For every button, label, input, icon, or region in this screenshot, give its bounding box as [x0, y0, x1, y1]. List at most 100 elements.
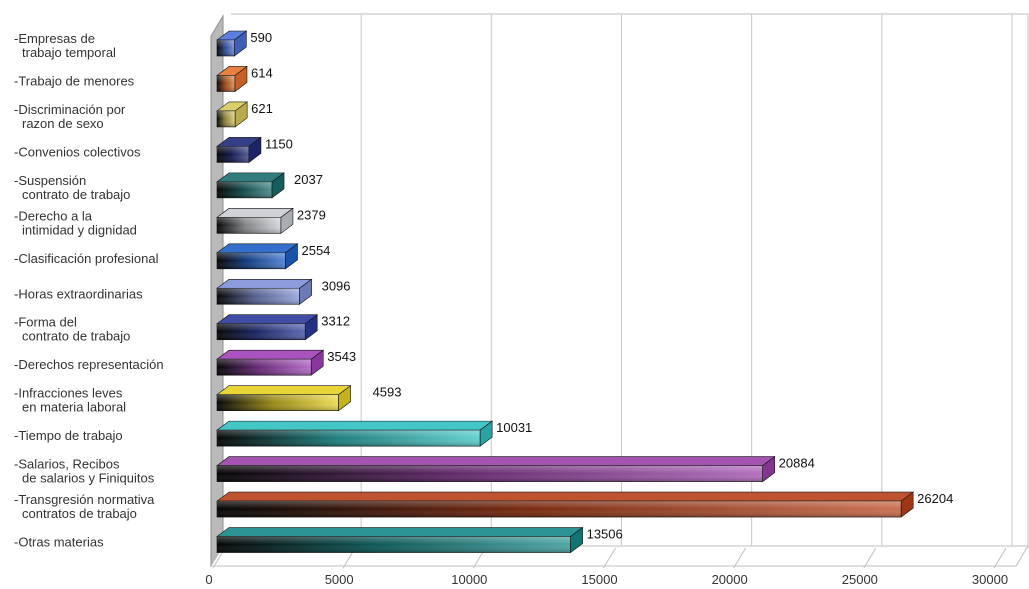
category-label: razon de sexo [22, 116, 104, 131]
category-label: -Derechos representación [14, 357, 164, 372]
value-label: 2037 [294, 172, 323, 187]
category-label: -Empresas de [14, 31, 95, 46]
bar-end [310, 349, 324, 376]
x-axis-ticks: 0 5000 10000 15000 20000 25000 30000 [205, 572, 1008, 587]
bar-end [762, 456, 775, 483]
bar-top [216, 349, 325, 360]
value-label: 3096 [322, 278, 351, 293]
category-label: -Trabajo de menores [14, 73, 135, 88]
bar-top [216, 278, 313, 289]
x-tick-label: 15000 [581, 572, 617, 587]
bar [216, 420, 494, 447]
bar-sheen [217, 110, 236, 127]
value-label: 10031 [496, 420, 532, 435]
bar-end [234, 65, 248, 93]
x-tick-label: 25000 [842, 572, 878, 587]
bar-top [216, 420, 494, 431]
bar-end [234, 101, 248, 128]
bar-end [338, 385, 351, 412]
bar-end [234, 30, 247, 57]
bar [216, 278, 313, 305]
bar [216, 243, 299, 270]
bar-top [216, 208, 294, 218]
bar [216, 136, 262, 163]
bar-top [216, 385, 352, 395]
bar [216, 30, 248, 57]
bar-sheen [217, 323, 306, 340]
tick-mark [993, 547, 1007, 569]
bar-top [216, 314, 319, 325]
bar-sheen [217, 501, 902, 518]
category-label: -Forma del [14, 315, 77, 330]
bar [216, 491, 915, 518]
value-label: 621 [251, 101, 273, 116]
x-tick-label: 20000 [712, 572, 748, 587]
bar-sheen [217, 536, 571, 553]
category-label: -Suspensión [14, 173, 86, 188]
bar [216, 385, 352, 412]
category-label: en materia laboral [22, 400, 126, 415]
category-label: contrato de trabajo [22, 329, 130, 344]
bar [216, 526, 584, 554]
value-label: 2379 [297, 207, 326, 222]
category-label: -Derecho a la [14, 208, 93, 223]
bar-sheen [217, 465, 763, 482]
bar [216, 65, 248, 93]
value-label: 4593 [373, 385, 402, 400]
category-label: -Otras materias [14, 535, 104, 550]
bar-sheen [217, 430, 481, 447]
category-label: -Clasificación profesional [14, 251, 159, 266]
bar [216, 101, 249, 128]
x-tick-label: 30000 [972, 572, 1008, 587]
value-label: 20884 [779, 456, 815, 471]
value-label: 26204 [917, 491, 953, 506]
bar [216, 349, 325, 376]
bar-sheen [217, 217, 281, 234]
value-label: 3312 [321, 314, 350, 329]
bar-end [271, 172, 285, 199]
bar-end [570, 526, 583, 554]
bar-end [479, 420, 493, 447]
bar-top [216, 243, 299, 254]
category-label: -Horas extraordinarias [14, 286, 143, 301]
value-label: 2554 [301, 243, 330, 258]
bar-end [900, 491, 914, 518]
category-label: contratos de trabajo [22, 506, 137, 521]
category-label: -Infracciones leves [14, 386, 123, 401]
category-label: -Salarios, Recibos [14, 457, 120, 472]
category-label: -Tiempo de trabajo [14, 428, 123, 443]
category-label: trabajo temporal [22, 45, 116, 60]
category-label: intimidad y dignidad [22, 222, 137, 237]
category-label: de salarios y Finiquitos [22, 471, 155, 486]
x-tick-label: 0 [205, 572, 212, 587]
bar-sheen [217, 359, 312, 376]
bar-end [248, 136, 262, 163]
back-wall-edge [231, 13, 1029, 548]
category-label: -Convenios colectivos [14, 144, 141, 159]
bar-end [280, 207, 294, 234]
bar-end [285, 243, 298, 270]
tick-mark [603, 547, 616, 569]
bar-sheen [217, 181, 273, 198]
bar [216, 314, 319, 341]
x-tick-label: 5000 [325, 572, 354, 587]
bar-sheen [217, 252, 286, 269]
bar-sheen [217, 75, 235, 92]
bar [216, 172, 285, 199]
bar [216, 456, 776, 483]
value-label: 590 [250, 30, 272, 45]
tick-mark [733, 547, 747, 569]
bar-sheen [217, 146, 249, 163]
category-label: -Discriminación por [14, 102, 126, 117]
value-label: 1150 [265, 136, 293, 151]
bar-sheen [217, 288, 300, 305]
category-label: contrato de trabajo [22, 187, 130, 202]
category-label: -Transgresión normativa [14, 492, 155, 507]
bar-sheen [217, 394, 339, 411]
bar-sheen [217, 40, 235, 56]
bar-top [216, 456, 776, 466]
bar-end [304, 314, 318, 341]
value-label: 614 [251, 65, 273, 80]
value-label: 3543 [327, 349, 356, 364]
